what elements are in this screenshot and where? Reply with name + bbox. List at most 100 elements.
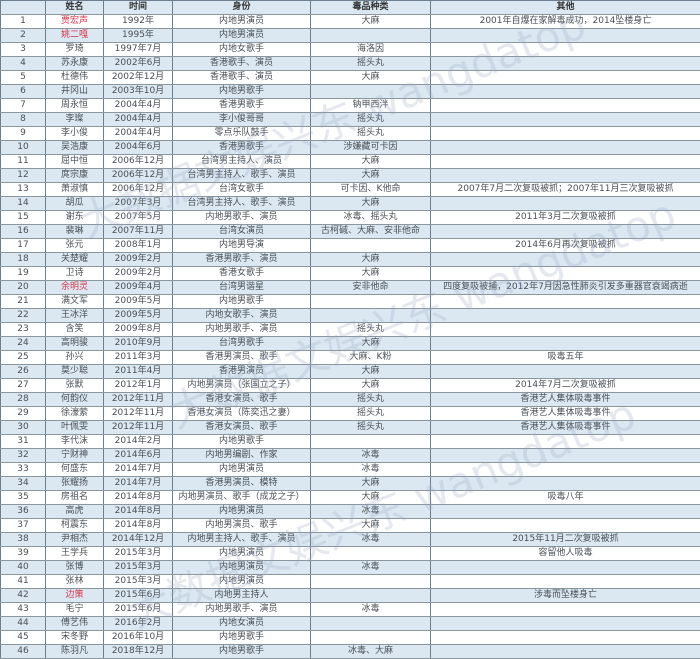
celebrity-name: 关楚耀 — [46, 253, 104, 267]
celebrity-name: 张林 — [46, 575, 104, 589]
other-notes-cell — [431, 267, 700, 281]
time-cell: 2014年8月 — [104, 519, 173, 533]
time-cell: 2016年10月 — [104, 631, 173, 645]
celebrity-name: 李璨 — [46, 113, 104, 127]
identity-cell: 内地男演员、歌手 — [173, 519, 311, 533]
time-cell: 2009年2月 — [104, 267, 173, 281]
identity-cell: 内地男演员、歌手（成龙之子） — [173, 491, 311, 505]
drug-type-cell: 摇头丸 — [311, 113, 431, 127]
time-cell: 2009年8月 — [104, 323, 173, 337]
drug-type-cell: 大麻 — [311, 169, 431, 183]
celebrity-name: 宋冬野 — [46, 631, 104, 645]
other-notes-cell: 四度复吸被捕，2012年7月因急性肺炎引发多重器官衰竭病逝 — [431, 281, 700, 295]
time-cell: 2014年8月 — [104, 505, 173, 519]
drug-type-cell: 可卡因、K他命 — [311, 183, 431, 197]
row-index: 27 — [1, 379, 46, 393]
row-index: 9 — [1, 127, 46, 141]
identity-cell: 台湾男谐星 — [173, 281, 311, 295]
header-name: 姓名 — [46, 1, 104, 15]
drug-type-cell — [311, 631, 431, 645]
other-notes-cell — [431, 113, 700, 127]
identity-cell: 香港女演员、歌手 — [173, 393, 311, 407]
drug-type-cell: 大麻 — [311, 379, 431, 393]
row-index: 8 — [1, 113, 46, 127]
celebrity-name: 王冰洋 — [46, 309, 104, 323]
other-notes-cell: 2001年自爆在家解毒成功，2014坠楼身亡 — [431, 15, 700, 29]
identity-cell: 香港歌手、演员 — [173, 71, 311, 85]
celebrity-name: 吴浩康 — [46, 141, 104, 155]
celebrity-name: 张元 — [46, 239, 104, 253]
other-notes-cell — [431, 645, 700, 659]
celebrity-name: 杜德伟 — [46, 71, 104, 85]
other-notes-cell: 2007年7月二次复吸被抓；2007年11月三次复吸被抓 — [431, 183, 700, 197]
row-index: 23 — [1, 323, 46, 337]
other-notes-cell — [431, 603, 700, 617]
celebrity-name: 姚二嘎 — [46, 29, 104, 43]
other-notes-cell — [431, 519, 700, 533]
celebrity-name: 张博 — [46, 561, 104, 575]
time-cell: 2003年10月 — [104, 85, 173, 99]
identity-cell: 内地女演员 — [173, 617, 311, 631]
drug-type-cell: 大麻 — [311, 491, 431, 505]
other-notes-cell — [431, 631, 700, 645]
other-notes-cell: 2011年3月二次复吸被抓 — [431, 211, 700, 225]
time-cell: 2004年4月 — [104, 99, 173, 113]
drug-type-cell: 摇头丸 — [311, 421, 431, 435]
identity-cell: 内地男歌手、演员 — [173, 323, 311, 337]
celebrity-name: 含笑 — [46, 323, 104, 337]
row-index: 44 — [1, 617, 46, 631]
row-index: 22 — [1, 309, 46, 323]
celebrity-name: 井冈山 — [46, 85, 104, 99]
drug-type-cell — [311, 85, 431, 99]
celebrity-name: 房祖名 — [46, 491, 104, 505]
celebrity-name: 卫诗 — [46, 267, 104, 281]
other-notes-cell — [431, 57, 700, 71]
celebrity-name: 傅艺伟 — [46, 617, 104, 631]
identity-cell: 内地男导演 — [173, 239, 311, 253]
identity-cell: 香港男歌手 — [173, 141, 311, 155]
row-index: 20 — [1, 281, 46, 295]
other-notes-cell — [431, 43, 700, 57]
row-index: 6 — [1, 85, 46, 99]
celebrity-name: 张耀扬 — [46, 477, 104, 491]
celebrity-name: 萧淑慎 — [46, 183, 104, 197]
celebrity-name: 张默 — [46, 379, 104, 393]
time-cell: 2014年7月 — [104, 477, 173, 491]
other-notes-cell — [431, 435, 700, 449]
drug-type-cell: 冰毒 — [311, 603, 431, 617]
row-index: 38 — [1, 533, 46, 547]
celebrity-name: 何盛东 — [46, 463, 104, 477]
identity-cell: 台湾男主持人、歌手、演员 — [173, 197, 311, 211]
row-index: 37 — [1, 519, 46, 533]
time-cell: 2006年12月 — [104, 155, 173, 169]
time-cell: 2012年11月 — [104, 407, 173, 421]
celebrity-name: 贾宏声 — [46, 15, 104, 29]
identity-cell: 内地男演员（张国立之子） — [173, 379, 311, 393]
row-index: 43 — [1, 603, 46, 617]
time-cell: 2009年2月 — [104, 253, 173, 267]
drug-type-cell: 古柯碱、大麻、安非他命 — [311, 225, 431, 239]
header-row: 姓名 时间 身份 毒品种类 其他 — [1, 1, 700, 15]
row-index: 10 — [1, 141, 46, 155]
other-notes-cell — [431, 463, 700, 477]
row-index: 3 — [1, 43, 46, 57]
other-notes-cell: 容留他人吸毒 — [431, 547, 700, 561]
time-cell: 2002年6月 — [104, 57, 173, 71]
time-cell: 2007年3月 — [104, 197, 173, 211]
celebrity-name: 徐濠萦 — [46, 407, 104, 421]
celebrity-name: 叶佩雯 — [46, 421, 104, 435]
other-notes-cell — [431, 617, 700, 631]
row-index: 13 — [1, 183, 46, 197]
